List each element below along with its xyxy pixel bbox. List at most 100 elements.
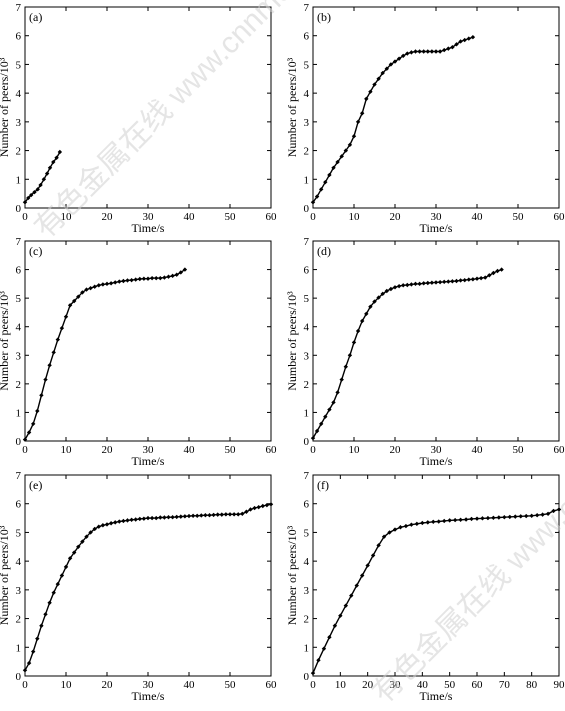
data-point xyxy=(138,517,142,521)
x-tick-label: 10 xyxy=(61,211,73,223)
data-point xyxy=(56,582,60,586)
data-point xyxy=(269,502,273,506)
data-point xyxy=(60,326,64,330)
plot-frame xyxy=(313,7,559,208)
x-tick-label: 50 xyxy=(225,444,237,456)
x-tick-label: 40 xyxy=(472,211,484,223)
data-point xyxy=(352,134,356,138)
data-point xyxy=(437,519,441,523)
data-point xyxy=(409,50,413,54)
data-point xyxy=(356,120,360,124)
data-point xyxy=(125,278,129,282)
data-point xyxy=(479,276,483,280)
data-point xyxy=(454,279,458,283)
plot-frame xyxy=(25,241,271,441)
data-point xyxy=(166,275,170,279)
x-tick-label: 60 xyxy=(554,211,565,223)
data-point xyxy=(187,514,191,518)
data-point xyxy=(105,522,109,526)
data-point xyxy=(450,279,454,283)
data-point xyxy=(236,512,240,516)
data-point xyxy=(175,515,179,519)
data-point xyxy=(232,512,236,516)
data-point xyxy=(39,393,43,397)
y-tick-label: 4 xyxy=(304,556,310,568)
panel-label: (f) xyxy=(317,478,329,492)
y-tick-label: 7 xyxy=(304,2,310,14)
data-point xyxy=(52,350,56,354)
data-point xyxy=(458,518,462,522)
data-point xyxy=(447,518,451,522)
x-tick-label: 50 xyxy=(225,211,237,223)
y-tick-label: 5 xyxy=(304,527,310,539)
data-point xyxy=(113,280,117,284)
y-tick-label: 5 xyxy=(16,527,22,539)
y-tick-label: 0 xyxy=(304,203,310,215)
y-tick-label: 3 xyxy=(16,585,22,597)
data-point xyxy=(467,36,471,40)
x-tick-label: 0 xyxy=(310,679,316,691)
y-tick-label: 2 xyxy=(16,146,22,158)
data-point xyxy=(129,278,133,282)
data-point xyxy=(316,658,320,662)
data-series-line xyxy=(313,37,473,202)
x-tick-label: 20 xyxy=(102,679,114,691)
y-tick-label: 3 xyxy=(16,350,22,362)
y-tick-label: 1 xyxy=(16,174,22,186)
data-point xyxy=(422,49,426,53)
panel-label: (c) xyxy=(29,244,42,258)
data-point xyxy=(134,277,138,281)
data-point xyxy=(117,519,121,523)
data-point xyxy=(146,277,150,281)
data-point xyxy=(356,329,360,333)
data-point xyxy=(491,516,495,520)
data-point xyxy=(352,340,356,344)
data-point xyxy=(224,512,228,516)
data-point xyxy=(109,521,113,525)
data-point xyxy=(463,278,467,282)
x-tick-label: 90 xyxy=(554,679,565,691)
data-point xyxy=(220,512,224,516)
x-tick-label: 10 xyxy=(349,211,361,223)
plot-frame xyxy=(313,475,559,676)
y-tick-label: 1 xyxy=(304,174,310,186)
x-tick-label: 50 xyxy=(513,444,525,456)
data-point xyxy=(31,422,35,426)
y-tick-label: 6 xyxy=(16,499,22,511)
data-point xyxy=(475,516,479,520)
y-axis-label: Number of peers/10³ xyxy=(285,525,299,625)
data-point xyxy=(117,279,121,283)
y-tick-label: 2 xyxy=(304,379,310,391)
data-point xyxy=(170,515,174,519)
data-point xyxy=(88,286,92,290)
y-tick-label: 5 xyxy=(304,59,310,71)
data-point xyxy=(64,565,68,569)
y-tick-label: 1 xyxy=(16,642,22,654)
data-point xyxy=(101,282,105,286)
data-point xyxy=(446,279,450,283)
data-point xyxy=(360,111,364,115)
data-point xyxy=(322,647,326,651)
data-point xyxy=(199,513,203,517)
x-axis-label: Time/s xyxy=(420,454,453,468)
data-point xyxy=(113,520,117,524)
panel-label: (a) xyxy=(29,10,42,24)
y-axis-label: Number of peers/10³ xyxy=(0,525,11,625)
data-point xyxy=(453,518,457,522)
data-point xyxy=(497,515,501,519)
data-point xyxy=(431,520,435,524)
y-tick-label: 6 xyxy=(16,31,22,43)
data-point xyxy=(404,524,408,528)
data-point xyxy=(56,337,60,341)
data-point xyxy=(420,521,424,525)
y-tick-label: 1 xyxy=(304,407,310,419)
x-tick-label: 10 xyxy=(335,679,347,691)
x-tick-label: 60 xyxy=(266,679,278,691)
x-tick-label: 10 xyxy=(61,679,73,691)
data-point xyxy=(154,276,158,280)
panel-label: (d) xyxy=(317,244,331,258)
data-point xyxy=(311,671,315,675)
data-point xyxy=(513,514,517,518)
plot-frame xyxy=(25,7,271,208)
